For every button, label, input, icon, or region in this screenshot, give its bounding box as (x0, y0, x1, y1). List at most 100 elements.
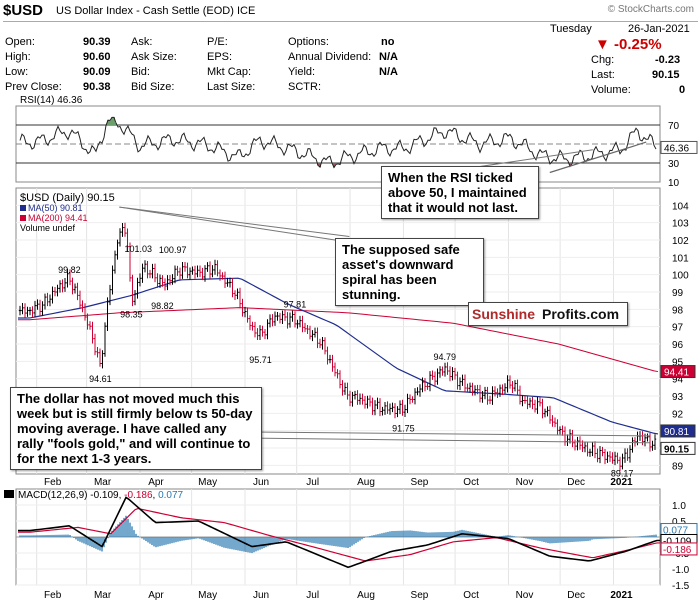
macd-x-tick: May (198, 590, 217, 601)
sctr-label: SCTR: (288, 81, 321, 93)
price-x-tick: Mar (94, 477, 112, 488)
price-x-tick: Sep (411, 477, 429, 488)
rsi-legend: RSI(14) 46.36 (20, 95, 83, 106)
last-value: 90.15 (652, 69, 680, 81)
macd-x-tick: Jun (253, 590, 269, 601)
macd-legend: MACD(12,26,9) -0.109, -0.186, 0.077 (18, 490, 184, 501)
rsi-last-tag-box (660, 140, 698, 154)
dollar-annotation: The dollar has not moved much this week … (10, 387, 262, 470)
rsi-note-connector (469, 149, 593, 169)
price-label: 94.79 (433, 352, 456, 362)
price-x-tick: Nov (516, 477, 534, 488)
price-y-tick: 101 (672, 253, 689, 264)
macd-x-tick: Aug (357, 590, 375, 601)
rsi-annotation: When the RSI ticked above 50, I maintain… (381, 166, 539, 219)
rsi-y-tick: 70 (668, 121, 680, 132)
ma200-legend: MA(200) 94.41 (28, 213, 88, 223)
macd-x-tick: Apr (148, 590, 164, 601)
price-x-tick: May (198, 477, 217, 488)
price-y-tick: 89 (672, 461, 684, 472)
dividend-value: N/A (379, 51, 398, 63)
price-y-tick: 98 (672, 305, 684, 316)
rsi-line (19, 116, 657, 169)
price-y-tick: 102 (672, 236, 689, 247)
high-label: High: (5, 51, 31, 63)
logo-sunshine: Sunshine (472, 306, 536, 322)
macd-line (18, 496, 660, 569)
options-label: Options: (288, 36, 329, 48)
pe-label: P/E: (207, 36, 228, 48)
macd-y-tick: -1.5 (672, 581, 690, 592)
price-label: 99.82 (58, 265, 81, 275)
date-value: 26-Jan-2021 (628, 23, 690, 35)
macd-x-tick: 2021 (610, 590, 633, 601)
macd-last-tag: -0.186 (663, 545, 692, 556)
ma200-legend-swatch (20, 215, 26, 221)
symbol-description: US Dollar Index - Cash Settle (EOD) ICE (56, 5, 255, 17)
last-size-label: Last Size: (207, 81, 256, 93)
price-y-tick: 93 (672, 392, 684, 403)
source-credit: © StockCharts.com (607, 4, 694, 15)
bid-size-label: Bid Size: (131, 81, 175, 93)
macd-signal-line (18, 507, 660, 562)
price-label: 98.82 (151, 301, 174, 311)
macd-y-tick: 0.5 (672, 517, 686, 528)
sunshine-profits-logo: Sunshine Profits.com (468, 302, 628, 326)
price-last-tag: 90.81 (664, 427, 689, 438)
rsi-y-tick: 10 (668, 178, 680, 189)
price-y-tick: 92 (672, 409, 684, 420)
percent-change: ▼ -0.25% (595, 36, 662, 53)
ma200-line (18, 307, 659, 373)
volume-value: 0 (679, 84, 686, 96)
macd-x-tick: Jul (306, 590, 319, 601)
dollar-connector-a (247, 431, 650, 437)
yield-value: N/A (379, 66, 398, 78)
high-value: 90.60 (83, 51, 111, 63)
chg-label: Chg: (591, 54, 615, 66)
macd-x-tick: Oct (463, 590, 479, 601)
mktcap-label: Mkt Cap: (207, 66, 252, 78)
macd-x-tick: Dec (567, 590, 585, 601)
ask-label: Ask: (131, 36, 153, 48)
price-x-tick: Apr (148, 477, 164, 488)
ma50-line (18, 277, 659, 435)
description-text: US Dollar Index - Cash Settle (EOD) (56, 5, 234, 17)
price-x-tick: 2021 (610, 477, 633, 488)
macd-last-tag-box (660, 542, 698, 556)
price-y-tick: 95 (672, 357, 684, 368)
price-label: 89.17 (611, 468, 634, 478)
price-label: 95.71 (249, 355, 272, 365)
open-value: 90.39 (83, 36, 111, 48)
price-last-tag-box (660, 424, 696, 438)
ma50-legend: MA(50) 90.81 (28, 203, 83, 213)
bid-label: Bid: (131, 66, 150, 78)
rsi-overbought-fill (107, 117, 117, 125)
last-label: Last: (591, 69, 615, 81)
macd-y-tick: 1.0 (672, 501, 686, 512)
price-y-tick: 100 (672, 271, 689, 282)
chg-value: -0.23 (655, 54, 681, 66)
rsi-trendline (549, 141, 647, 174)
price-last-tag-box (660, 365, 696, 379)
macd-legend-swatch (4, 490, 14, 498)
price-x-tick: Jun (253, 477, 269, 488)
macd-x-tick: Nov (516, 590, 534, 601)
spiral-connector-a (119, 206, 336, 241)
rsi-last-tag: 46.36 (664, 143, 689, 154)
options-value: no (381, 36, 395, 48)
open-label: Open: (5, 36, 35, 48)
price-y-tick: 94 (672, 375, 684, 386)
ma50-legend-swatch (20, 205, 26, 211)
price-x-tick: Oct (463, 477, 479, 488)
macd-last-tag: -0.109 (663, 536, 692, 547)
prev-close-label: Prev Close: (5, 81, 62, 93)
price-y-tick: 99 (672, 288, 684, 299)
price-x-tick: Aug (357, 477, 375, 488)
logo-profits: Profits.com (542, 306, 620, 322)
price-y-tick: 97 (672, 323, 684, 334)
price-label: 98.35 (120, 309, 143, 319)
spiral-connector-b (119, 206, 350, 238)
price-label: 97.81 (284, 300, 307, 310)
prev-close-value: 90.38 (83, 81, 111, 93)
low-value: 90.09 (83, 66, 111, 78)
